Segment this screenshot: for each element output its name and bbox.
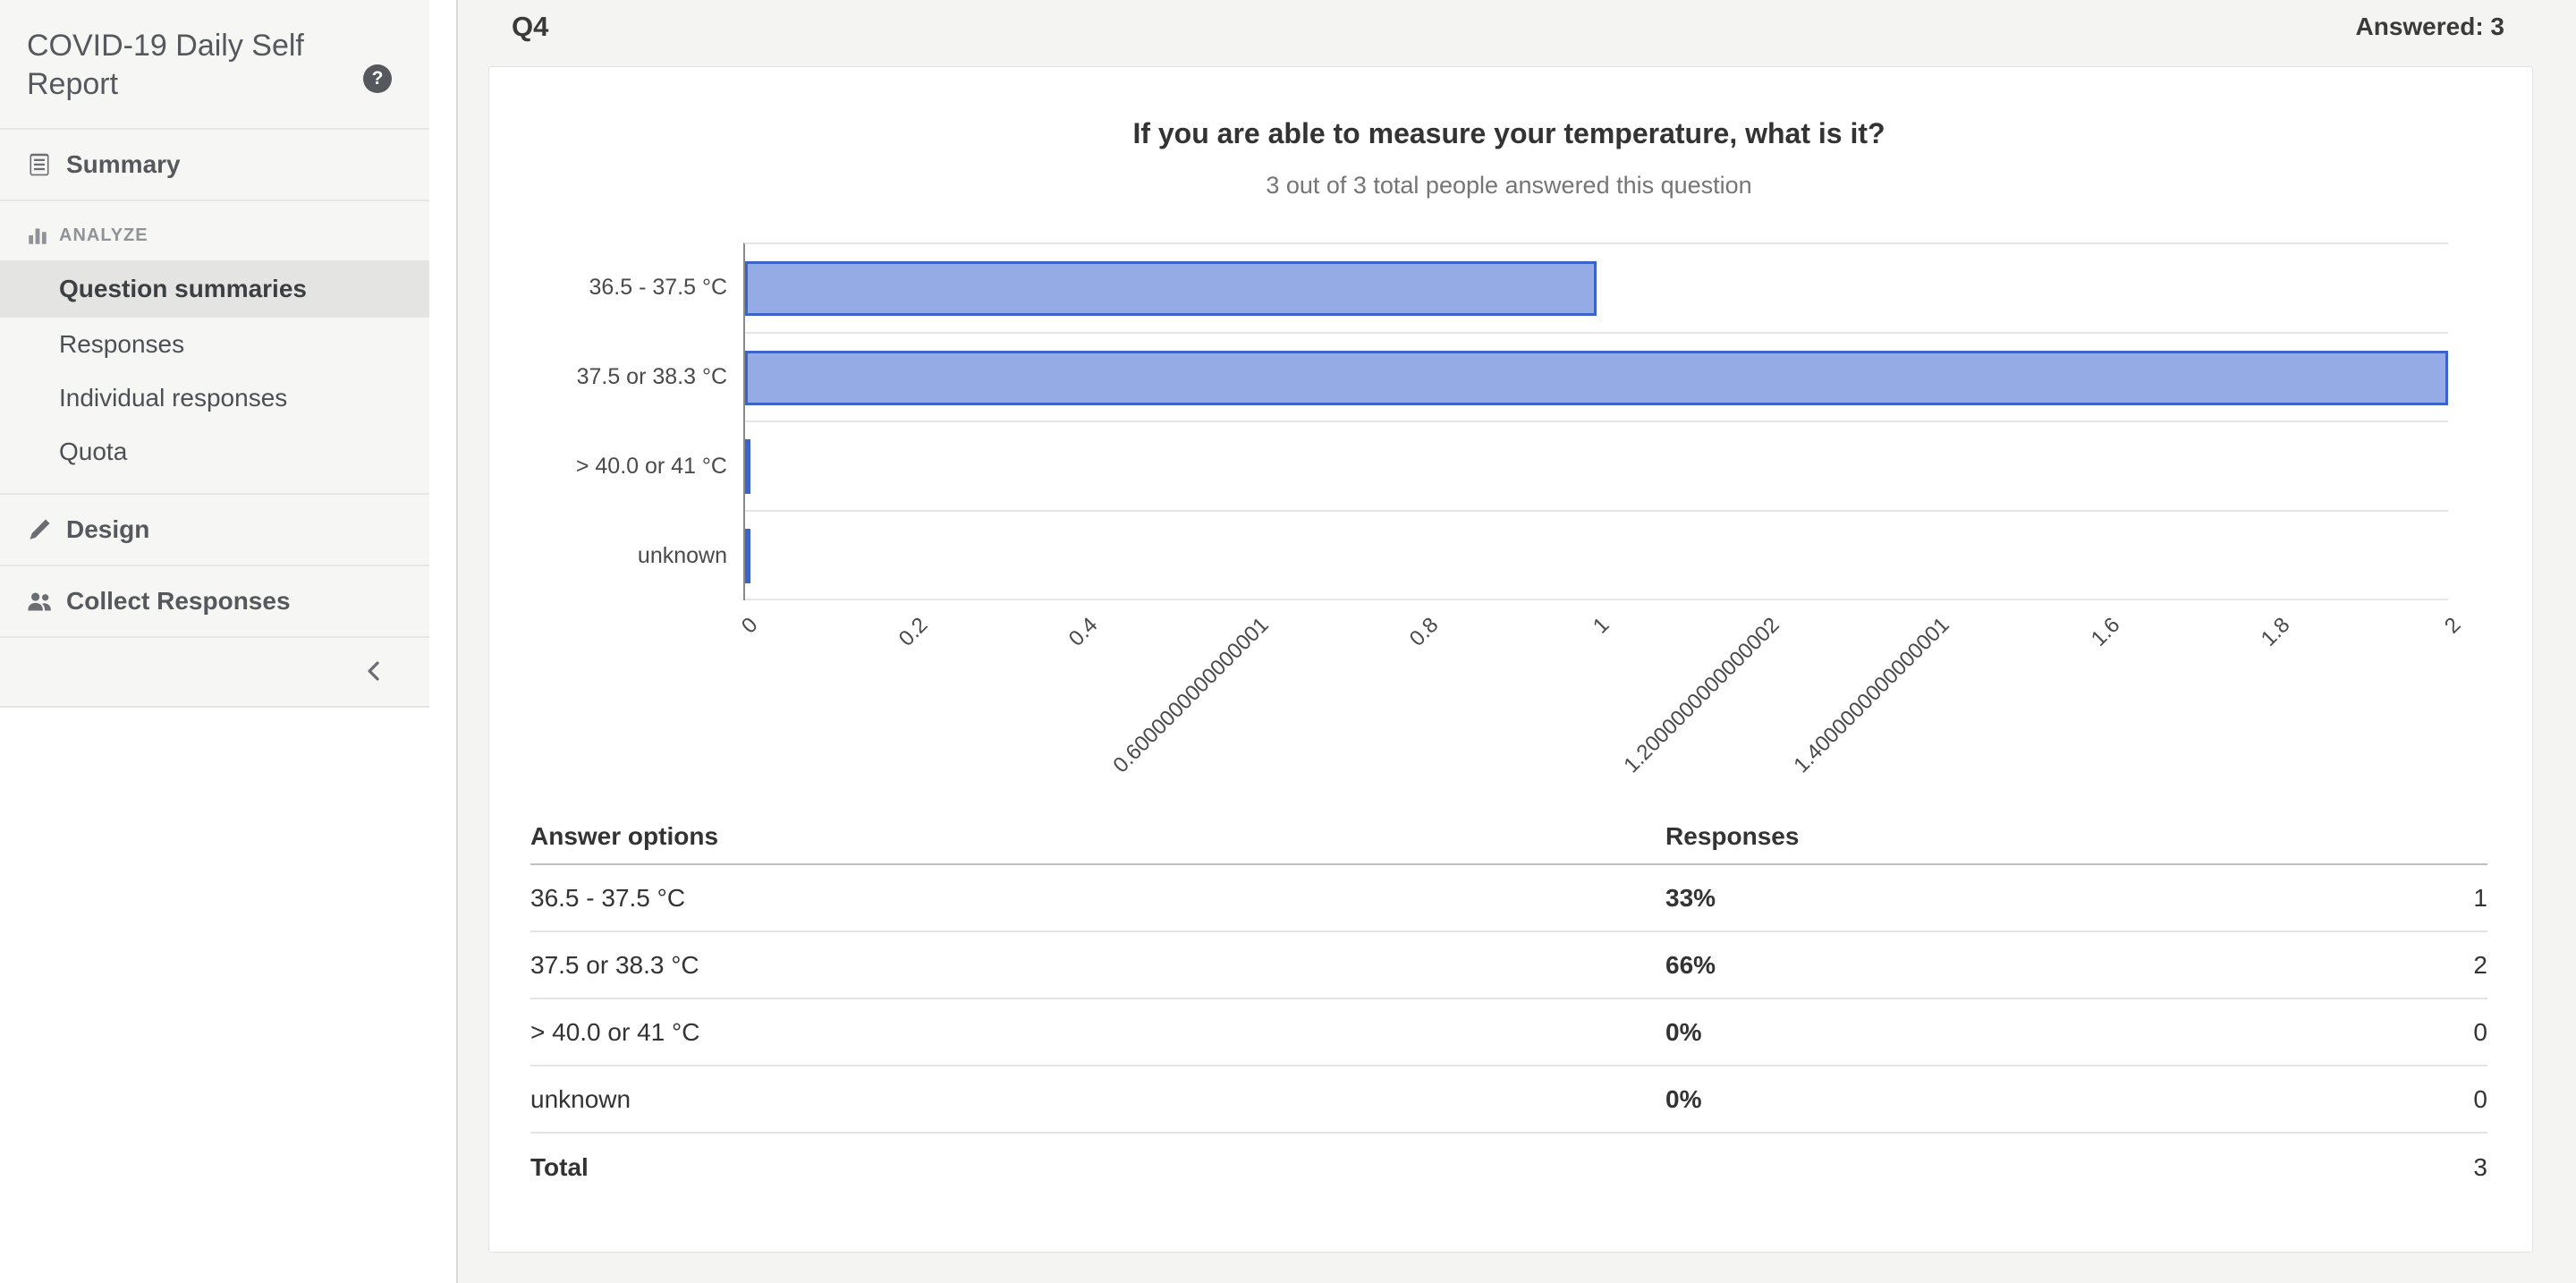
percent-cell: 0%: [1665, 1084, 1702, 1113]
analyze-header-label: ANALYZE: [59, 225, 148, 245]
help-icon[interactable]: ?: [363, 64, 392, 93]
document-icon: [30, 153, 49, 176]
chart-row: [745, 334, 2448, 422]
count-cell: 2: [2473, 950, 2487, 979]
pencil-icon: [30, 519, 50, 540]
answer-option-cell: 36.5 - 37.5 °C: [530, 883, 686, 912]
x-tick-label: 1.4000000000000001: [1789, 613, 1954, 778]
analyze-section: ANALYZE Question summaries Responses Ind…: [0, 201, 429, 495]
bar-chart: 36.5 - 37.5 °C 37.5 or 38.3 °C > 40.0 or…: [530, 242, 2487, 777]
percent-cell: 66%: [1665, 950, 1716, 979]
x-tick-label: 0: [736, 613, 763, 639]
answer-options-header: Answer options: [530, 822, 719, 850]
count-cell: 1: [2473, 883, 2487, 912]
answered-count: Answered: 3: [2355, 13, 2505, 40]
sidebar-item-summary[interactable]: Summary: [0, 130, 429, 201]
responses-header: Responses: [1665, 822, 1800, 850]
total-label: Total: [530, 1152, 589, 1181]
chart-row: [745, 512, 2448, 600]
results-table: Answer options Responses 36.5 - 37.5 °C …: [530, 810, 2487, 1201]
sidebar-panel: COVID-19 Daily Self Report ? Summary ANA…: [0, 0, 429, 708]
sidebar-item-quota[interactable]: Quota: [59, 438, 128, 465]
answer-option-cell: unknown: [530, 1084, 631, 1113]
bar[interactable]: [745, 528, 750, 583]
sidebar-item-responses[interactable]: Responses: [59, 330, 185, 358]
analyze-section-header: ANALYZE: [0, 201, 429, 260]
percent-cell: 0%: [1665, 1017, 1702, 1046]
answer-option-cell: > 40.0 or 41 °C: [530, 1017, 700, 1046]
x-tick-label: 1: [1588, 613, 1614, 639]
x-tick-label: 0.2: [894, 613, 933, 651]
bar[interactable]: [745, 350, 2448, 405]
sidebar-collapse-row: [0, 638, 429, 706]
question-summary-card: If you are able to measure your temperat…: [488, 66, 2533, 1253]
people-icon: [28, 592, 51, 611]
count-cell: 0: [2473, 1084, 2487, 1113]
x-tick-label: 2: [2439, 613, 2466, 639]
chart-row: [745, 422, 2448, 512]
bar[interactable]: [745, 439, 750, 494]
sidebar-collapse-button[interactable]: [358, 656, 390, 688]
plot-area: 0 0.2 0.4 0.6000000000000001 0.8 1 1.200…: [737, 242, 2465, 777]
chart-title: If you are able to measure your temperat…: [1132, 117, 1885, 149]
table-row: unknown 0% 0: [530, 1066, 2487, 1134]
bar-chart-icon: [29, 228, 47, 244]
table-row: 36.5 - 37.5 °C 33% 1: [530, 865, 2487, 932]
bar[interactable]: [745, 261, 1597, 316]
sidebar-item-individual-responses[interactable]: Individual responses: [59, 384, 288, 412]
percent-cell: 33%: [1665, 883, 1716, 912]
category-label: > 40.0 or 41 °C: [575, 453, 727, 479]
question-number: Q4: [512, 11, 549, 42]
x-tick-label: 1.2000000000000002: [1619, 613, 1784, 778]
category-label: 37.5 or 38.3 °C: [576, 363, 727, 389]
table-row: > 40.0 or 41 °C 0% 0: [530, 999, 2487, 1066]
x-tick-label: 0.6000000000000001: [1108, 613, 1274, 778]
table-row: 37.5 or 38.3 °C 66% 2: [530, 932, 2487, 999]
main-content: Q4 Answered: 3 If you are able to measur…: [458, 0, 2576, 1283]
sidebar-item-question-summaries[interactable]: Question summaries: [0, 260, 429, 318]
count-cell: 0: [2473, 1017, 2487, 1046]
survey-title: COVID-19 Daily Self Report ?: [0, 0, 429, 130]
sidebar: COVID-19 Daily Self Report ? Summary ANA…: [0, 0, 458, 1283]
sidebar-item-collect-responses[interactable]: Collect Responses: [0, 566, 429, 638]
question-header: Q4 Answered: 3: [458, 0, 2576, 54]
chart-subtitle: 3 out of 3 total people answered this qu…: [1266, 172, 1752, 199]
table-header-row: Answer options Responses: [530, 810, 2487, 865]
table-total-row: Total 3: [530, 1134, 2487, 1201]
category-label: 36.5 - 37.5 °C: [589, 274, 727, 300]
sidebar-item-design[interactable]: Design: [0, 495, 429, 566]
total-count: 3: [2473, 1152, 2487, 1181]
sidebar-item-label: Summary: [66, 150, 181, 178]
category-label: unknown: [637, 542, 727, 568]
x-tick-label: 1.6: [2086, 613, 2125, 651]
x-tick-label: 0.4: [1064, 613, 1103, 651]
chart-row: [745, 244, 2448, 334]
answer-option-cell: 37.5 or 38.3 °C: [530, 950, 699, 979]
y-axis-labels: 36.5 - 37.5 °C 37.5 or 38.3 °C > 40.0 or…: [530, 242, 743, 600]
x-axis: 0 0.2 0.4 0.6000000000000001 0.8 1 1.200…: [737, 600, 2466, 779]
sidebar-item-label: Design: [66, 515, 150, 543]
chevron-left-icon: [368, 660, 379, 681]
x-tick-label: 1.8: [2256, 613, 2295, 651]
x-tick-label: 0.8: [1404, 613, 1444, 651]
survey-title-text: COVID-19 Daily Self Report: [27, 29, 304, 101]
sidebar-item-label: Collect Responses: [66, 587, 291, 615]
